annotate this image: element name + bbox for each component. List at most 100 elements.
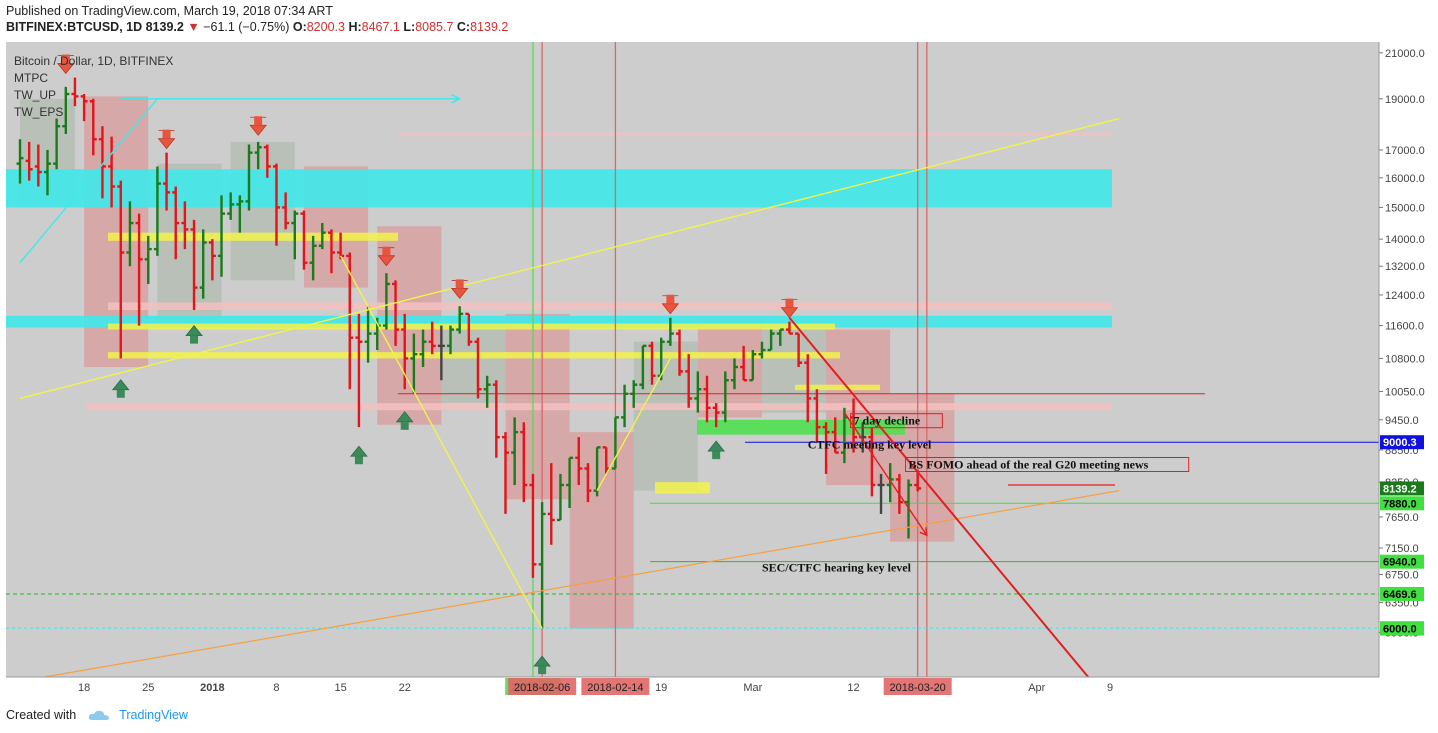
downtrend-line: [788, 317, 1093, 682]
price-label: 6940.0: [1383, 557, 1417, 569]
ohlc-bar: [392, 280, 400, 346]
buy-arrow-icon: [400, 421, 409, 430]
ohlc-bar: [43, 149, 51, 196]
ohlc-bar: [520, 422, 528, 503]
price-label: 6000.0: [1383, 624, 1417, 636]
time-marker-label: 2018-02-06: [514, 682, 570, 694]
time-tick-label: 15: [334, 682, 346, 694]
time-tick-label: 8: [273, 682, 279, 694]
annotation-box: [850, 413, 943, 429]
ohlc-bar: [703, 375, 711, 423]
time-tick-label: 18: [78, 682, 90, 694]
ohlc-bar: [776, 328, 784, 346]
ohlc-bar: [886, 463, 894, 503]
buy-arrow-icon: [190, 335, 199, 344]
time-tick-label: Apr: [1028, 682, 1045, 694]
time-tick-label: 2018: [200, 682, 224, 694]
time-tick-label: 12: [847, 682, 859, 694]
price-label-bg: [1380, 554, 1424, 569]
ohlc-bar: [135, 213, 143, 326]
open-label: O:: [292, 20, 307, 34]
ohlc-bar: [813, 389, 821, 443]
time-tick-label: 19: [655, 682, 667, 694]
ohlc-bar: [25, 141, 33, 181]
ohlc-bar: [611, 416, 619, 470]
created-with-label: Created with: [6, 708, 77, 722]
ohlc-bar: [721, 371, 729, 423]
trend-line: [19, 98, 158, 264]
gray-box: [230, 141, 295, 281]
ohlc-bar: [126, 201, 134, 267]
price-label: 9000.3: [1383, 437, 1417, 449]
close-value: 8139.2: [470, 20, 509, 34]
red-box: [890, 393, 955, 542]
price-label: 6469.6: [1383, 589, 1417, 601]
yellow-level: [655, 482, 710, 494]
ohlc-bar: [758, 341, 766, 359]
price-tick-label: 9450.0: [1385, 415, 1419, 427]
tradingview-link[interactable]: TradingView: [119, 708, 188, 722]
ohlc-bar: [172, 186, 180, 260]
ohlc-bar: [868, 427, 876, 497]
ohlc-bar: [144, 235, 152, 284]
buy-arrow-icon: [707, 440, 725, 452]
open-value: 8200.3: [306, 20, 345, 34]
ohlc-bar: [501, 432, 509, 514]
ohlc-bar: [474, 337, 482, 399]
last-price: 8139.2: [145, 20, 184, 34]
time-tick-label: 9: [1107, 682, 1113, 694]
ohlc-bar: [254, 141, 262, 170]
ohlc-bar: [16, 139, 24, 184]
ohlc-bar: [538, 502, 546, 629]
footer: Created with TradingView: [6, 708, 188, 722]
price-label-bg: [1380, 586, 1424, 601]
ohlc-bar: [428, 321, 436, 355]
trend-line: [339, 255, 543, 629]
ohlc-bar: [639, 344, 647, 390]
ohlc-bar: [327, 229, 335, 274]
price-tick-label: 16000.0: [1385, 173, 1425, 185]
price-tick-label: 10050.0: [1385, 387, 1425, 399]
ohlc-bar: [740, 345, 748, 382]
ohlc-bar: [584, 463, 592, 503]
yellow-level: [108, 352, 840, 359]
pink-level: [108, 302, 1112, 311]
ohlc-bar: [575, 437, 583, 486]
ohlc-bar: [245, 144, 253, 211]
plot-area[interactable]: [6, 42, 1379, 677]
ohlc-bar: [465, 312, 473, 346]
ohlc-bar: [190, 219, 198, 311]
sell-arrow-icon: [162, 129, 171, 139]
price-tick-label: 10800.0: [1385, 353, 1425, 365]
sell-arrow-icon: [666, 294, 675, 304]
ohlc-bar: [410, 333, 418, 394]
sell-arrow-icon: [382, 246, 391, 256]
annotation-text: BS FOMO ahead of the real G20 meeting ne…: [909, 457, 1149, 471]
time-marker-bg: [581, 678, 650, 695]
yellow-level: [795, 384, 880, 391]
red-box: [569, 432, 634, 629]
cyan-resistance-zone: [6, 169, 1112, 208]
ohlc-bar: [62, 86, 70, 134]
pink-level: [398, 132, 1112, 136]
ohlc-bar: [153, 166, 161, 256]
buy-arrow-icon: [185, 325, 203, 337]
price-axis[interactable]: 21000.0 19000.0 17000.0 16000.0 15000.0 14000…: [1378, 42, 1438, 677]
time-tick-label: Mar: [743, 682, 762, 694]
ohlc-bar: [785, 321, 793, 335]
ohlc-bar: [218, 195, 226, 277]
time-tick-label: 22: [399, 682, 411, 694]
grid-layer: [6, 42, 1379, 677]
price-label-bg: [1380, 496, 1424, 511]
buy-arrow-icon: [538, 666, 547, 675]
price-label: 8139.2: [1383, 483, 1417, 495]
ohlc-bar: [437, 325, 445, 381]
time-marker-bg: [508, 678, 577, 695]
high-label: H:: [348, 20, 362, 34]
gray-box: [441, 321, 506, 404]
ohlc-bar: [300, 210, 308, 270]
time-axis[interactable]: 182520188152219Mar12Apr92018-02-2018-02-…: [6, 676, 1379, 697]
ohlc-bar: [53, 118, 61, 170]
ohlc-bar: [914, 470, 922, 492]
